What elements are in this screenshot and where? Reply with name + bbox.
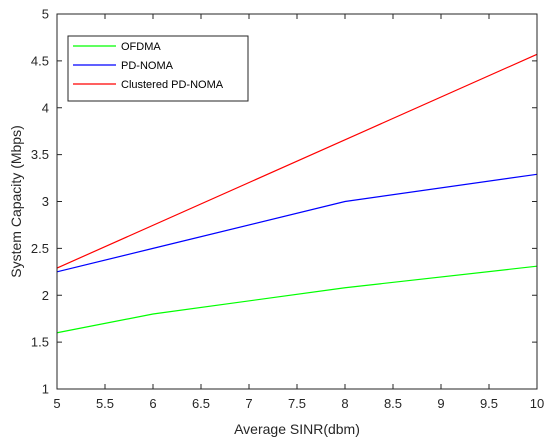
legend-items: OFDMA PD-NOMA Clustered PD-NOMA	[73, 41, 224, 91]
x-tick-label: 6	[149, 396, 156, 411]
x-tick-label: 5.5	[96, 396, 114, 411]
x-tick-label: 8.5	[384, 396, 402, 411]
tick-layer: 5 5.5 6 6.5 7 7.5 8 8.5 9 9.5 10 1 1.5 2 2.5 3 3.5 4 4.5 5	[31, 7, 544, 412]
legend: OFDMA PD-NOMA Clustered PD-NOMA	[67, 35, 249, 102]
x-tick-label: 9	[437, 396, 444, 411]
y-tick-label: 1.5	[31, 335, 49, 350]
y-tick-label: 2	[42, 288, 49, 303]
x-tick-label: 10	[530, 396, 544, 411]
x-tick-label: 6.5	[192, 396, 210, 411]
legend-label: Clustered PD-NOMA	[121, 79, 224, 91]
legend-label: PD-NOMA	[121, 60, 174, 72]
y-tick-label: 4	[42, 100, 49, 115]
x-tick-label: 9.5	[480, 396, 498, 411]
y-tick-label: 3.5	[31, 147, 49, 162]
y-tick-label: 2.5	[31, 241, 49, 256]
x-axis-label: Average SINR(dbm)	[234, 421, 360, 437]
y-axis-label: System Capacity (Mbps)	[8, 125, 24, 277]
x-tick-label: 5	[53, 396, 60, 411]
series-line-clustered-pd-noma	[56, 53, 538, 269]
series-layer	[56, 53, 538, 334]
y-tick-label: 5	[42, 7, 49, 22]
y-tick-label: 1	[42, 382, 49, 397]
y-tick-label: 3	[42, 194, 49, 209]
legend-label: OFDMA	[121, 41, 161, 53]
x-tick-label: 8	[341, 396, 348, 411]
x-tick-label: 7.5	[288, 396, 306, 411]
legend-box	[67, 35, 249, 102]
series-line-pd-noma	[56, 173, 538, 273]
series-line-ofdma	[56, 265, 538, 334]
x-tick-label: 7	[245, 396, 252, 411]
y-tick-label: 4.5	[31, 53, 49, 68]
